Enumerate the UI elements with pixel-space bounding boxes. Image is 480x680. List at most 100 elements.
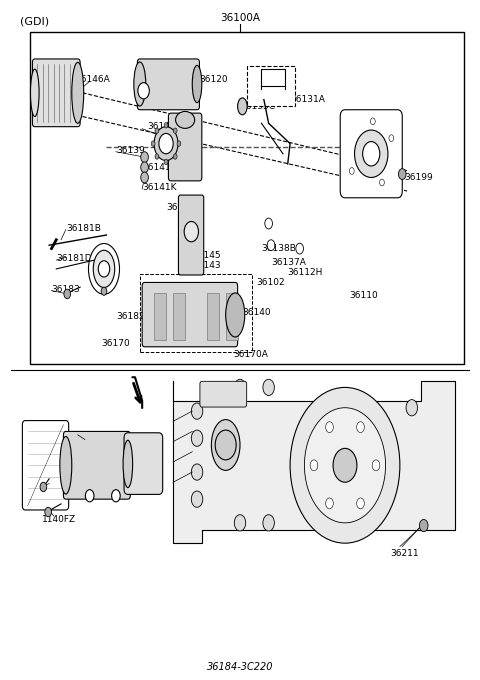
Text: 36112H: 36112H [288, 268, 323, 277]
Bar [226, 292, 238, 340]
Text: 36110: 36110 [350, 292, 379, 301]
Polygon shape [173, 381, 455, 543]
Text: 36120: 36120 [199, 75, 228, 84]
Text: 36131A: 36131A [290, 95, 325, 104]
Text: 36127A: 36127A [152, 68, 186, 77]
Ellipse shape [88, 243, 120, 294]
Circle shape [371, 118, 375, 124]
Ellipse shape [226, 293, 245, 337]
Circle shape [155, 154, 159, 159]
Circle shape [164, 122, 168, 128]
Text: 36183: 36183 [51, 285, 80, 294]
Circle shape [267, 240, 275, 251]
Circle shape [192, 403, 203, 420]
Circle shape [173, 154, 177, 159]
Circle shape [406, 400, 418, 416]
Circle shape [355, 130, 388, 177]
Text: 36150: 36150 [152, 339, 180, 348]
Text: 36137B: 36137B [166, 203, 201, 212]
FancyBboxPatch shape [142, 282, 238, 347]
Ellipse shape [31, 69, 39, 116]
Circle shape [290, 388, 400, 543]
Ellipse shape [85, 490, 94, 502]
Circle shape [310, 460, 318, 471]
Ellipse shape [93, 250, 115, 288]
Text: 36145: 36145 [192, 251, 221, 260]
Bar [247, 66, 295, 106]
Circle shape [325, 422, 333, 432]
Ellipse shape [176, 112, 195, 129]
Text: 36170: 36170 [102, 339, 131, 348]
Ellipse shape [238, 98, 247, 115]
Circle shape [420, 520, 428, 532]
Bar [154, 292, 166, 340]
Text: 36139: 36139 [116, 146, 144, 155]
FancyBboxPatch shape [33, 59, 80, 126]
Text: 1339CC: 1339CC [35, 481, 70, 490]
Text: 1140FZ: 1140FZ [42, 515, 76, 524]
Text: 36137A: 36137A [271, 258, 306, 267]
FancyBboxPatch shape [137, 59, 199, 109]
Circle shape [325, 498, 333, 509]
Text: 36141K: 36141K [147, 122, 181, 131]
Circle shape [192, 430, 203, 446]
Circle shape [151, 141, 155, 146]
Circle shape [263, 515, 275, 531]
Text: 36130: 36130 [266, 68, 295, 77]
Circle shape [101, 287, 107, 295]
Circle shape [177, 141, 181, 146]
Circle shape [234, 379, 246, 396]
Circle shape [138, 83, 149, 99]
FancyBboxPatch shape [168, 113, 202, 181]
Text: 36199: 36199 [405, 173, 433, 182]
Ellipse shape [60, 437, 72, 494]
Circle shape [363, 141, 380, 166]
Text: 36170A: 36170A [233, 350, 268, 360]
Text: 36135C: 36135C [240, 102, 275, 111]
Ellipse shape [72, 63, 84, 123]
Circle shape [234, 515, 246, 531]
Text: 36143: 36143 [192, 261, 221, 270]
Circle shape [263, 379, 275, 396]
Text: 36181B: 36181B [66, 224, 101, 233]
FancyBboxPatch shape [63, 431, 130, 499]
Circle shape [349, 167, 354, 174]
Circle shape [215, 430, 236, 460]
Text: 36110B: 36110B [66, 434, 101, 443]
Bar [140, 274, 252, 352]
FancyBboxPatch shape [340, 109, 402, 198]
Circle shape [155, 128, 159, 133]
Circle shape [357, 422, 364, 432]
Circle shape [357, 498, 364, 509]
Text: 36184-3C220: 36184-3C220 [207, 662, 273, 672]
Text: 36102: 36102 [257, 278, 285, 287]
Bar [30, 32, 464, 364]
Circle shape [98, 260, 110, 277]
Text: 36141K: 36141K [142, 183, 177, 192]
FancyBboxPatch shape [23, 421, 69, 510]
Circle shape [380, 179, 384, 186]
Circle shape [296, 243, 303, 254]
Circle shape [333, 448, 357, 482]
Circle shape [192, 464, 203, 480]
Ellipse shape [134, 62, 146, 106]
Circle shape [141, 162, 148, 173]
Circle shape [141, 152, 148, 163]
Circle shape [45, 507, 51, 517]
Text: (GDI): (GDI) [21, 17, 49, 27]
Text: 36211: 36211 [390, 549, 419, 558]
Circle shape [265, 218, 273, 229]
Text: 36182: 36182 [116, 312, 144, 321]
Circle shape [159, 133, 173, 154]
Circle shape [398, 169, 406, 180]
FancyBboxPatch shape [200, 381, 247, 407]
Ellipse shape [211, 420, 240, 471]
Circle shape [173, 128, 177, 133]
Circle shape [372, 460, 380, 471]
Circle shape [184, 222, 199, 242]
Ellipse shape [123, 440, 132, 488]
Text: 36140: 36140 [242, 309, 271, 318]
Circle shape [164, 159, 168, 165]
Circle shape [40, 482, 47, 492]
Circle shape [141, 172, 148, 183]
